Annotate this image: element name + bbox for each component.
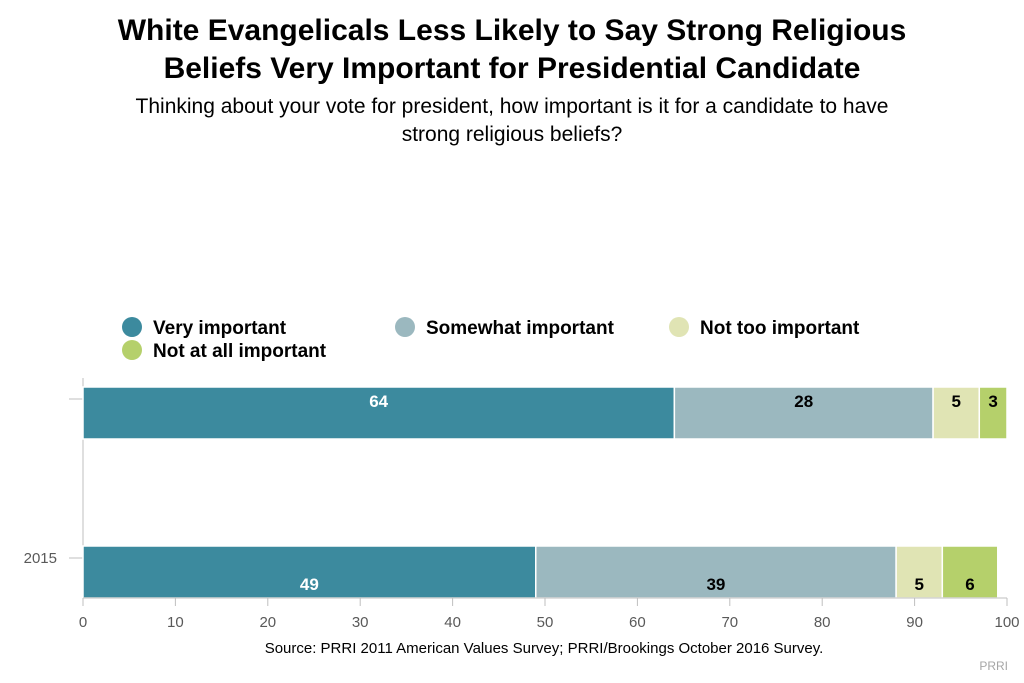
x-tick-label-2: 10 [167,614,184,631]
chart-subtitle-line1: Thinking about your vote for president, … [135,95,889,118]
bar-1-4 [978,386,1008,440]
legend-label-3: Not too important [700,318,860,339]
x-tick-label-9: 80 [814,614,831,631]
x-tick-label-11: 100 [994,614,1019,631]
chart-title-line2: Beliefs Very Important for Presidential … [163,52,861,85]
data-label-1-3: 5 [951,392,960,411]
data-label-1-4: 3 [988,392,997,411]
bar-2-2 [535,545,897,599]
x-tick-label-5: 40 [444,614,461,631]
bar-2-1 [82,545,537,599]
chart-subtitle: Thinking about your vote for president, … [40,93,984,149]
x-tick-label-3: 20 [259,614,276,631]
legend-marker-3 [669,317,689,337]
legend-marker-2 [395,317,415,337]
bar-2-3 [895,545,944,599]
data-label-2-2: 39 [706,575,725,594]
x-tick-label-7: 60 [629,614,646,631]
legend-marker-4 [122,340,142,360]
legend-label-4: Not at all important [153,341,327,362]
chart-title-line1: White Evangelicals Less Likely to Say St… [117,14,907,47]
x-tick-label-4: 30 [352,614,369,631]
legend-label-2: Somewhat important [426,318,615,339]
data-label-2-1: 49 [300,575,319,594]
bar-1-1 [82,386,676,440]
x-tick-label-10: 90 [906,614,923,631]
credit-label: PRRI [979,659,1008,673]
source-note: Source: PRRI 2011 American Values Survey… [264,640,824,657]
x-tick-label-8: 70 [721,614,738,631]
data-label-1-2: 28 [794,392,813,411]
chart-title: White Evangelicals Less Likely to Say St… [0,12,1024,88]
x-tick-label-6: 50 [537,614,554,631]
y-tick-label-2: 2015 [24,550,57,567]
data-label-2-4: 6 [965,575,974,594]
data-label-2-3: 5 [914,575,923,594]
x-tick-label-1: 0 [79,614,87,631]
data-label-1-1: 64 [369,392,388,411]
chart-subtitle-line2: strong religious beliefs? [401,123,623,146]
legend-marker-1 [122,317,142,337]
legend-label-1: Very important [153,318,287,339]
